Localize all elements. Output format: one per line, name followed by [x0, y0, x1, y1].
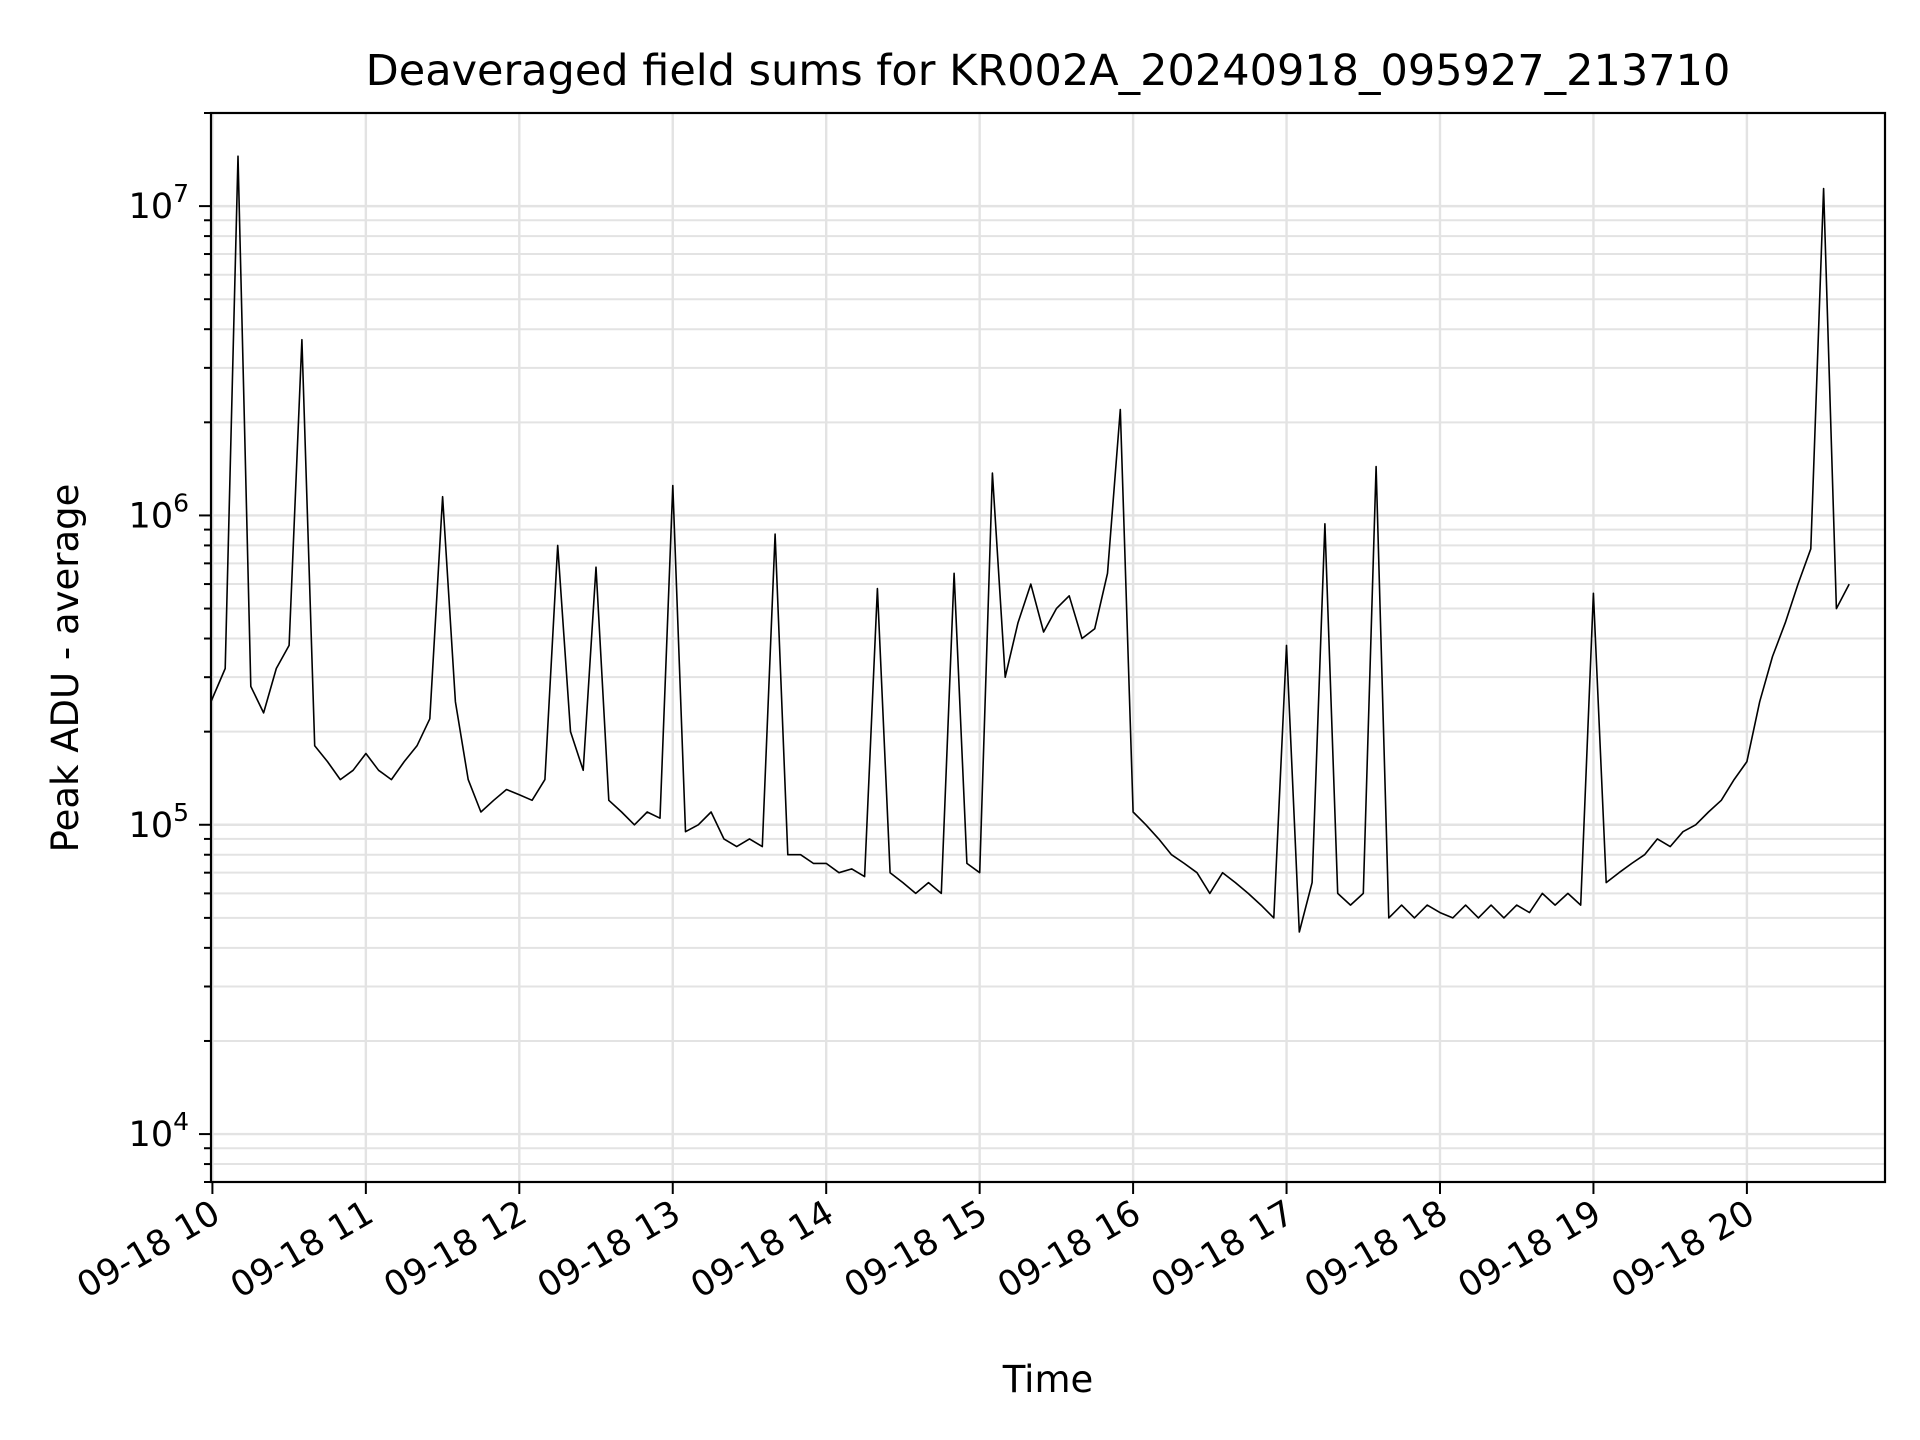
y-tick-label: 107 — [129, 179, 189, 227]
y-tick-label: 105 — [129, 798, 189, 846]
x-tick-label: 09-18 17 — [1145, 1193, 1301, 1306]
y-tick-base: 10 — [129, 187, 174, 227]
x-tick-label: 09-18 16 — [991, 1193, 1147, 1306]
y-tick-exponent: 7 — [173, 179, 189, 208]
x-tick-label: 09-18 12 — [378, 1193, 534, 1306]
plot-frame — [209, 111, 1887, 1184]
x-tick-label: 09-18 11 — [224, 1193, 380, 1306]
y-tick-exponent: 4 — [173, 1107, 189, 1136]
y-tick-base: 10 — [129, 496, 174, 536]
x-tick-label: 09-18 15 — [838, 1193, 994, 1306]
x-tick-label: 09-18 20 — [1605, 1193, 1761, 1306]
series-line — [210, 155, 1850, 933]
y-axis-label: Peak ADU - average — [44, 484, 87, 853]
y-tick-base: 10 — [129, 806, 174, 846]
x-tick-label: 09-18 19 — [1452, 1193, 1608, 1306]
x-tick-label: 09-18 18 — [1298, 1193, 1454, 1306]
y-tick-base: 10 — [129, 1115, 174, 1155]
x-tick-label: 09-18 14 — [684, 1193, 840, 1306]
x-tick-label: 09-18 10 — [71, 1193, 227, 1306]
grid-lines — [211, 112, 1885, 1183]
plot-border — [209, 111, 1887, 1184]
y-tick-exponent: 5 — [173, 798, 189, 827]
y-tick-exponent: 6 — [173, 488, 189, 517]
series-layer — [210, 155, 1850, 933]
y-tick-label: 106 — [129, 488, 189, 536]
x-axis-label: Time — [1002, 1358, 1094, 1401]
chart-title: Deaveraged field sums for KR002A_2024091… — [366, 46, 1731, 96]
y-tick-label: 104 — [129, 1107, 189, 1155]
x-tick-label: 09-18 13 — [531, 1193, 687, 1306]
